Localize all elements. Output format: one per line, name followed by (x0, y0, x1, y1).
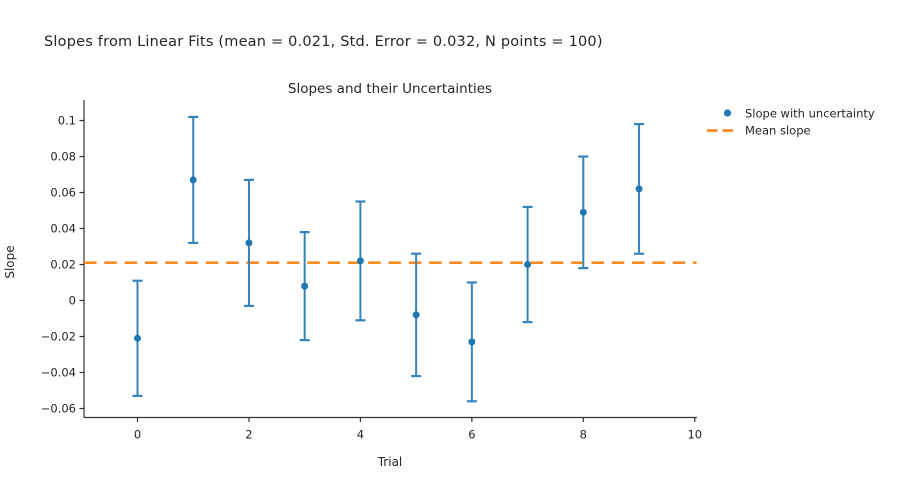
x-tick-label: 2 (245, 428, 252, 442)
legend: Slope with uncertainty Mean slope (707, 107, 875, 138)
legend-label-mean: Mean slope (745, 124, 811, 138)
y-tick-label: 0.1 (58, 114, 76, 128)
y-axis-label: Slope (3, 245, 17, 278)
data-point-marker (635, 185, 643, 193)
y-tick-label: 0 (69, 294, 76, 308)
data-point-marker (245, 239, 253, 247)
legend-scatter-marker-icon (723, 109, 732, 117)
data-point-marker (189, 176, 197, 184)
x-tick-label: 0 (134, 428, 141, 442)
x-tick-label: 8 (580, 428, 587, 442)
data-point-marker (468, 338, 476, 346)
plot-area: 0.1 0.08 0.06 0.04 0.02 0 −0.02 −0.04 −0.06 0 2 4 6 8… (41, 100, 702, 442)
y-tick-label: 0.04 (50, 222, 76, 236)
x-tick-label: 4 (357, 428, 364, 442)
chart-title: Slopes and their Uncertainties (288, 81, 492, 97)
y-tick-label: 0.02 (50, 258, 76, 272)
data-point-marker (301, 282, 309, 290)
y-tick-label: −0.06 (41, 402, 76, 416)
legend-label-slope: Slope with uncertainty (745, 107, 875, 121)
y-tick-label: −0.02 (41, 330, 76, 344)
y-tick-label: −0.04 (41, 366, 76, 380)
data-point-marker (412, 311, 420, 319)
x-tick-label: 10 (687, 428, 702, 442)
x-axis-label: Trial (377, 455, 403, 469)
x-tick-label: 6 (468, 428, 475, 442)
y-tick-label: 0.06 (50, 186, 76, 200)
data-point-marker (579, 208, 587, 216)
data-point-marker (133, 334, 141, 342)
figure-suptitle: Slopes from Linear Fits (mean = 0.021, S… (44, 34, 603, 50)
data-point-marker (524, 261, 532, 269)
y-tick-label: 0.08 (50, 150, 76, 164)
data-point-marker (356, 257, 364, 265)
